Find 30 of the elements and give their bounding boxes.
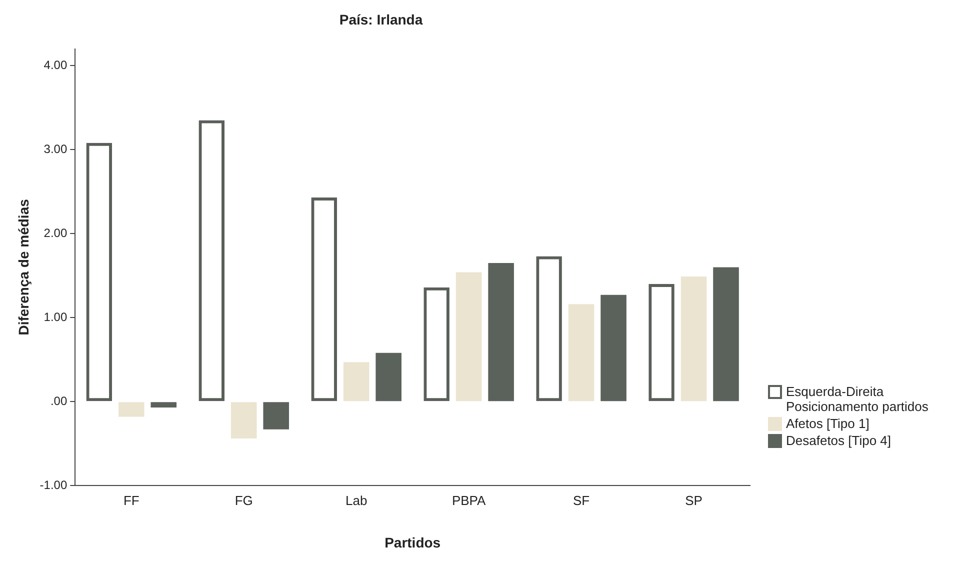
legend-label: Desafetos [Tipo 4] (786, 433, 892, 448)
x-tick-label: PBPA (452, 492, 486, 508)
x-axis-title: Partidos (384, 534, 441, 550)
bar (680, 276, 707, 402)
y-tick-label: -1.00 (40, 478, 68, 492)
legend-label: Afetos [Tipo 1] (786, 416, 870, 431)
x-tick-label: Lab (345, 492, 368, 508)
y-axis-title: Diferença de médias (15, 198, 32, 336)
bar (600, 294, 626, 402)
bar (263, 402, 290, 430)
legend-label: Esquerda-Direita Posicionamento partidos (786, 384, 930, 414)
bar (568, 304, 594, 402)
x-tick-label: SF (572, 492, 590, 508)
x-tick-label: SP (685, 492, 702, 508)
bar (118, 402, 144, 417)
chart-title: País: Irlanda (339, 11, 423, 28)
y-tick-label: 4.00 (44, 58, 68, 72)
x-tick-label: FF (123, 492, 140, 508)
y-tick-label: 2.00 (44, 226, 68, 240)
x-tick-label: FG (234, 492, 253, 508)
bar (343, 362, 370, 402)
y-tick-label: 3.00 (44, 142, 68, 156)
bar (230, 402, 257, 439)
bar (488, 263, 514, 402)
bar (713, 267, 739, 402)
bar (150, 402, 177, 408)
y-tick-label: .00 (50, 394, 68, 408)
bar (456, 272, 482, 402)
y-tick-label: 1.00 (44, 310, 68, 324)
bar (376, 352, 402, 402)
